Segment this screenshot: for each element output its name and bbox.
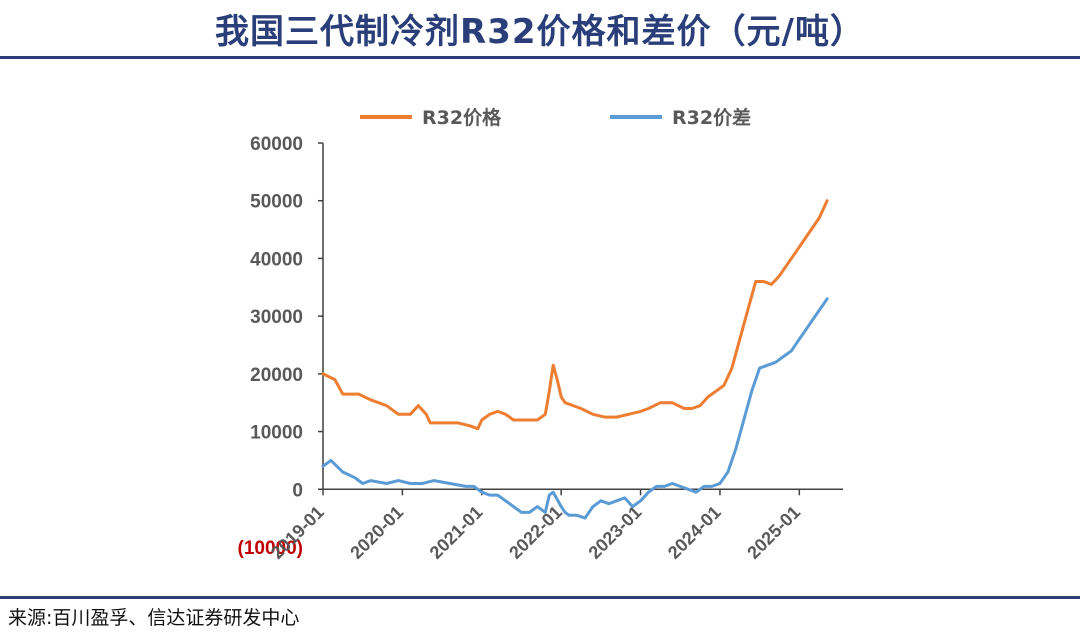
y-tick-label: 40000: [250, 249, 303, 270]
legend-label: R32价差: [672, 106, 751, 129]
chart-title: 我国三代制冷剂R32价格和差价（元/吨）: [215, 12, 865, 52]
y-tick-label: 30000: [250, 307, 303, 328]
x-tick-label: 2022-01: [505, 502, 566, 563]
chart-legend: R32价格 R32价差: [360, 106, 751, 129]
x-tick-label: 2020-01: [346, 502, 407, 563]
y-tick-label: (10000): [238, 538, 304, 559]
title-divider: [0, 56, 1080, 59]
chart-series: [321, 199, 829, 520]
series-line-price: [321, 199, 829, 431]
y-tick-label: 10000: [250, 423, 303, 444]
series-line-spread: [321, 297, 829, 520]
x-tick-label: 2025-01: [743, 502, 804, 563]
y-tick-label: 60000: [250, 134, 303, 155]
source-note: 来源:百川盈孚、信达证券研发中心: [8, 607, 300, 629]
footer-divider: [0, 596, 1080, 599]
x-tick-label: 2024-01: [664, 502, 725, 563]
x-tick-label: 2021-01: [426, 502, 487, 563]
legend-label: R32价格: [422, 106, 502, 129]
y-tick-label: 0: [292, 480, 303, 501]
x-tick-label: 2023-01: [585, 502, 646, 563]
chart-axes: (10000) 0 10000 20000 30000 40000 50000 60000 20…: [238, 134, 843, 563]
y-tick-label: 50000: [250, 192, 303, 213]
y-tick-label: 20000: [250, 365, 303, 386]
line-chart: R32价格 R32价差 (10000) 0 10000 20000 30000 40000 5…: [238, 106, 843, 563]
